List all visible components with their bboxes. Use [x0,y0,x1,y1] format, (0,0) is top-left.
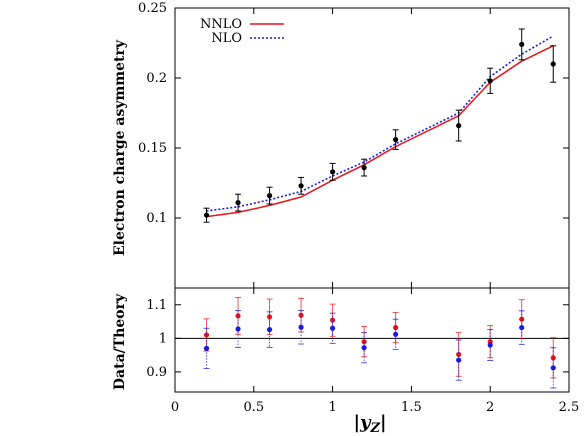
ratio-panel: 0 0.5 1 1.5 2 2.5 0.9 1 1.1 [146,287,580,415]
ratio-point-nlo [266,327,273,333]
xtick-label: 1.5 [401,400,422,415]
data-point [393,137,399,143]
data-point [298,183,304,189]
ratio-point-nlo [330,325,336,331]
ratio-point-nnlo [519,316,525,322]
legend-label-nlo: NLO [211,31,242,46]
bottom-ylabel: Data/Theory [112,293,128,390]
data-point [266,193,273,199]
ratio-point-nnlo [235,313,241,319]
xtick-label: 0.5 [243,400,264,415]
series-line-nlo [206,35,554,212]
ratio-point-nlo [519,324,525,331]
data-point [519,41,525,48]
top-plot-frame [174,7,570,289]
ratio-plot-frame [174,287,570,393]
ratio-ytick-label: 1 [159,331,167,346]
ratio-ytick-label: 1.1 [146,298,167,313]
ratio-point-nlo [456,357,462,363]
xlabel: |yZ| [353,412,386,436]
ratio-point-nlo [487,342,493,348]
series-line-nnlo [206,45,554,218]
top-ytick-label: 0.25 [138,1,167,16]
data-point [487,78,493,84]
xtick-label: 0 [171,400,179,415]
top-ytick-label: 0.2 [146,71,167,86]
top-ylabel: Electron charge asymmetry [112,39,128,256]
data-point [330,169,336,175]
ratio-point-nlo [203,345,210,351]
ratio-point-nlo [235,326,241,332]
xtick-label: 1 [328,400,336,415]
data-point [456,123,462,129]
top-ytick-label: 0.15 [138,141,167,156]
data-point [203,212,210,218]
ratio-point-nnlo [393,324,399,331]
data-point [550,61,556,67]
ratio-point-nlo [550,365,556,371]
ratio-point-nnlo [298,312,304,318]
ratio-ytick-label: 0.9 [146,365,167,380]
ratio-point-nnlo [266,314,273,320]
legend-label-nnlo: NNLO [200,17,242,32]
data-point [235,200,241,206]
top-ytick-label: 0.1 [146,211,167,226]
xtick-label: 2 [486,400,494,415]
data-point [361,165,367,171]
ratio-point-nlo [393,331,399,337]
xtick-label: 2.5 [559,400,580,415]
ratio-point-nlo [361,345,367,351]
ratio-point-nlo [298,324,304,330]
ratio-point-nnlo [456,351,462,358]
